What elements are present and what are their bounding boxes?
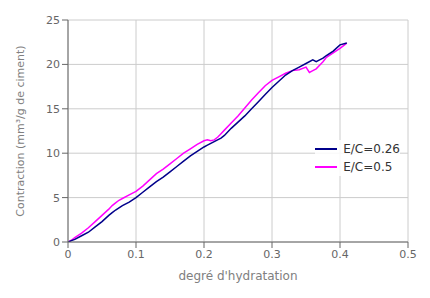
svg-text:0.4: 0.4 — [331, 248, 349, 261]
html-text:E/C=0.26: E/C=0.26 — [343, 142, 400, 156]
svg-text:5: 5 — [53, 192, 60, 205]
svg-text:15: 15 — [46, 103, 60, 116]
svg-text:0.1: 0.1 — [127, 248, 145, 261]
svg-text:Contraction (mm³/g de ciment): Contraction (mm³/g de ciment) — [14, 45, 27, 216]
svg-text:0: 0 — [53, 236, 60, 249]
html-text:E/C=0.5: E/C=0.5 — [343, 160, 393, 174]
svg-text:0.2: 0.2 — [195, 248, 213, 261]
svg-text:degré d'hydratation: degré d'hydratation — [178, 269, 297, 283]
svg-text:10: 10 — [46, 147, 60, 160]
svg-text:20: 20 — [46, 58, 60, 71]
svg-text:0: 0 — [65, 248, 72, 261]
svg-text:0.5: 0.5 — [399, 248, 417, 261]
svg-text:25: 25 — [46, 14, 60, 27]
svg-text:0.3: 0.3 — [263, 248, 281, 261]
